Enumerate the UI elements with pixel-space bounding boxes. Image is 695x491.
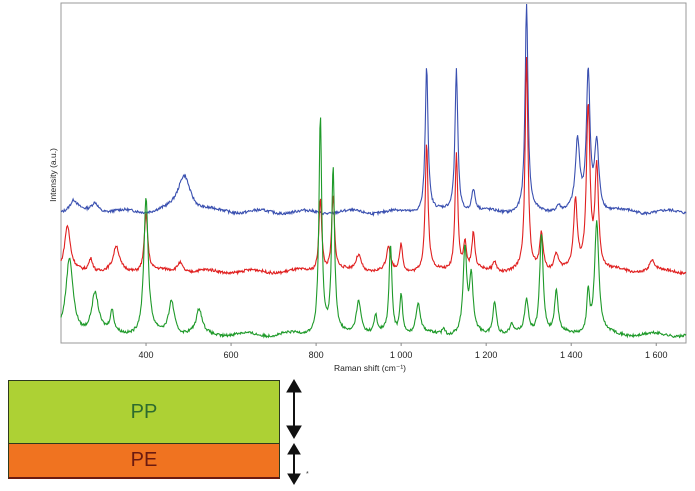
pp-label: PP [130, 400, 158, 423]
spectrum-line-1 [60, 56, 687, 276]
x-tick-label: 1 000 [390, 350, 413, 360]
pp-layer: PP [8, 380, 280, 444]
thickness-arrows: * [286, 379, 309, 485]
y-axis-label: Intensity (a.u.) [48, 148, 58, 202]
spectrum-line-0 [60, 3, 687, 217]
x-tick-label: 600 [224, 350, 239, 360]
pp-thickness-arrow-icon [286, 379, 302, 439]
x-ticks: 400 600 800 1 000 1 200 1 400 1 600 [139, 343, 668, 360]
x-tick-label: 1 400 [560, 350, 583, 360]
asterisk-mark: * [306, 471, 309, 478]
x-axis-label: Raman shift (cm⁻¹) [334, 363, 406, 373]
plot-area [60, 2, 687, 344]
x-tick-label: 1 600 [645, 350, 668, 360]
pe-thickness-arrow-icon [287, 443, 301, 485]
spectra [60, 3, 687, 339]
x-tick-label: 800 [309, 350, 324, 360]
pe-layer: PE [8, 443, 280, 479]
pe-label: PE [130, 449, 158, 471]
spectrum-line-2 [60, 117, 687, 339]
x-tick-label: 400 [139, 350, 154, 360]
raman-chart: 400 600 800 1 000 1 200 1 400 1 600 Raman shif… [48, 2, 687, 373]
x-tick-label: 1 200 [475, 350, 498, 360]
